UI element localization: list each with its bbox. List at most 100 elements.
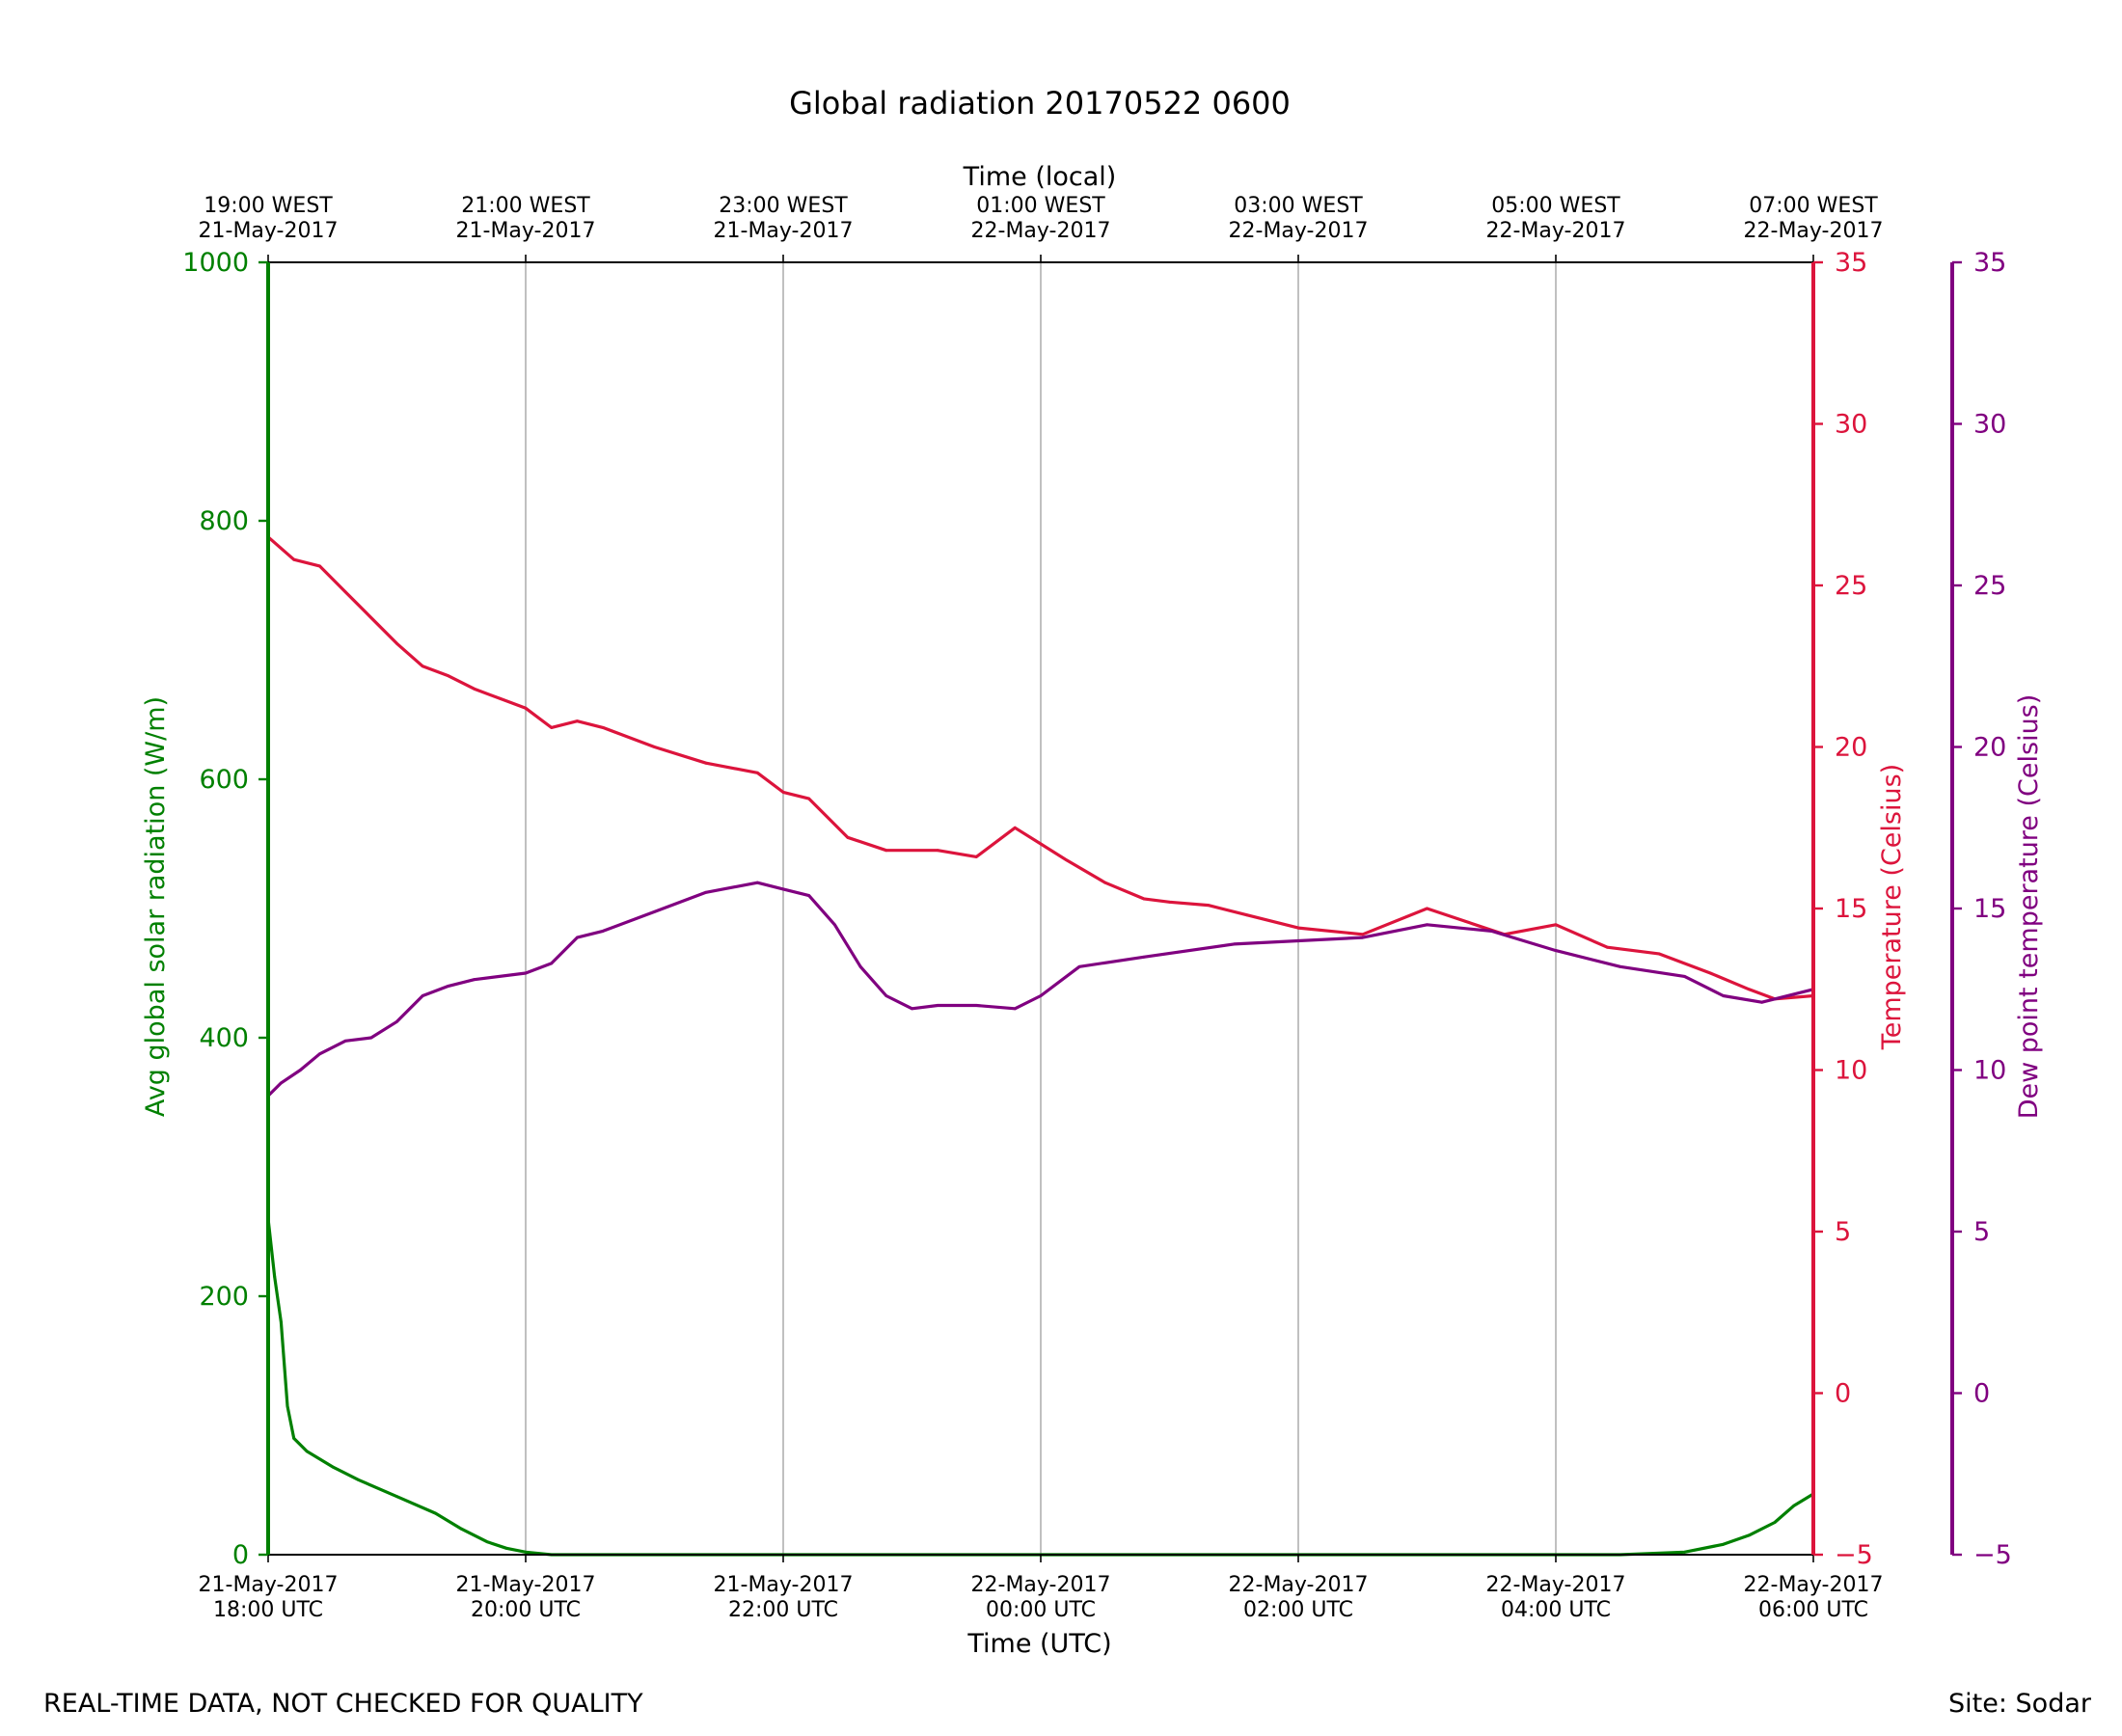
x-tick-label-top: 22-May-2017 <box>1229 219 1369 243</box>
data-point-dewpoint <box>576 936 579 939</box>
data-point-dewpoint <box>884 994 888 997</box>
data-point-temperature <box>1464 920 1467 923</box>
x-tick-label-top: 21-May-2017 <box>456 219 596 243</box>
data-point-dewpoint <box>280 1081 283 1085</box>
data-point-dewpoint <box>1722 994 1725 997</box>
data-point-dewpoint <box>755 881 759 884</box>
y-tick-label-temperature: 5 <box>1835 1217 1851 1247</box>
y-tick-label-temperature: 35 <box>1835 248 1867 278</box>
data-point-radiation <box>504 1546 508 1550</box>
data-point-temperature <box>1361 933 1365 936</box>
data-point-temperature <box>974 855 978 858</box>
data-point-dewpoint <box>833 923 836 927</box>
x-tick-label-top: 22-May-2017 <box>1744 219 1884 243</box>
y-tick-label-radiation: 800 <box>199 506 249 536</box>
data-point-dewpoint <box>1619 964 1622 968</box>
y-tick-label-radiation: 1000 <box>182 248 249 278</box>
data-point-dewpoint <box>369 1036 373 1040</box>
data-point-dewpoint <box>1142 955 1146 959</box>
x-tick-label-top: 22-May-2017 <box>1486 219 1626 243</box>
quality-disclaimer: REAL-TIME DATA, NOT CHECKED FOR QUALITY <box>43 1689 643 1719</box>
data-point-dewpoint <box>299 1069 302 1071</box>
data-point-temperature <box>550 726 554 729</box>
data-point-dewpoint <box>781 887 785 891</box>
data-point-dewpoint <box>318 1052 321 1056</box>
axes-group <box>266 261 1954 1556</box>
y-axis-dewpoint-label: Dew point temperature (Celsius) <box>2014 694 2044 1120</box>
y-tick-label-dewpoint: 5 <box>1973 1217 1990 1247</box>
y-tick-label-dewpoint: 25 <box>1973 571 2006 601</box>
y-tick-label-temperature: 15 <box>1835 894 1867 924</box>
data-point-temperature <box>1039 842 1043 846</box>
x-tick-label-top: 21-May-2017 <box>199 219 339 243</box>
x-tick-label-bottom: 22-May-2017 <box>971 1573 1111 1597</box>
data-point-radiation <box>1683 1550 1686 1554</box>
data-point-temperature <box>473 687 476 691</box>
data-point-dewpoint <box>1489 930 1493 933</box>
data-point-radiation <box>524 1550 528 1554</box>
data-point-temperature <box>292 557 296 561</box>
x-tick-label-bottom: 21-May-2017 <box>456 1573 596 1597</box>
data-point-radiation <box>395 1495 398 1499</box>
data-point-dewpoint <box>601 930 605 933</box>
data-point-temperature <box>704 761 708 765</box>
y-tick-label-dewpoint: 20 <box>1973 733 2006 763</box>
data-point-radiation <box>1773 1521 1777 1524</box>
data-point-temperature <box>1168 900 1171 904</box>
data-point-temperature <box>498 696 502 700</box>
data-point-temperature <box>755 771 759 774</box>
data-point-temperature <box>653 746 656 748</box>
chart-title: Global radiation 20170522 0600 <box>789 85 1291 122</box>
x-tick-label-top: 07:00 WEST <box>1749 194 1878 218</box>
data-point-dewpoint <box>421 994 424 997</box>
data-point-radiation <box>357 1478 360 1481</box>
y-tick-label-temperature: 10 <box>1835 1056 1867 1086</box>
data-point-dewpoint <box>858 964 862 968</box>
x-tick-label-bottom: 22-May-2017 <box>1486 1573 1626 1597</box>
data-point-dewpoint <box>1760 1000 1763 1004</box>
data-point-temperature <box>1296 926 1300 930</box>
y-tick-label-temperature: 20 <box>1835 733 1867 763</box>
y-tick-label-temperature: 25 <box>1835 571 1867 601</box>
data-point-dewpoint <box>1361 936 1365 939</box>
data-point-radiation <box>273 1275 277 1279</box>
x-tick-label-top: 21-May-2017 <box>714 219 854 243</box>
x-tick-label-top: 22-May-2017 <box>971 219 1111 243</box>
data-point-dewpoint <box>1554 949 1558 952</box>
data-point-temperature <box>1708 971 1712 975</box>
data-point-dewpoint <box>473 978 476 982</box>
data-point-temperature <box>1426 907 1428 910</box>
x-tick-label-bottom: 22:00 UTC <box>728 1598 838 1622</box>
data-point-dewpoint <box>1013 1007 1017 1011</box>
vertical-gridlines <box>525 262 1557 1555</box>
data-point-radiation <box>305 1450 309 1453</box>
data-point-dewpoint <box>704 890 708 894</box>
data-point-dewpoint <box>1077 964 1081 968</box>
data-point-radiation <box>1747 1533 1751 1537</box>
data-point-dewpoint <box>1426 923 1428 927</box>
data-point-temperature <box>421 665 424 668</box>
data-point-radiation <box>485 1540 489 1543</box>
series-line-temperature <box>266 535 1814 1001</box>
y-tick-label-temperature: −5 <box>1835 1540 1873 1570</box>
y-tick-label-radiation: 400 <box>199 1023 249 1053</box>
y-axis-radiation-label: Avg global solar radiation (W/m) <box>141 696 171 1117</box>
x-tick-label-bottom: 22-May-2017 <box>1229 1573 1369 1597</box>
data-point-dewpoint <box>911 1007 913 1011</box>
x-axis-bottom-label: Time (UTC) <box>966 1629 1111 1659</box>
data-point-radiation <box>331 1465 335 1469</box>
data-point-dewpoint <box>974 1004 978 1007</box>
data-point-dewpoint <box>524 971 528 975</box>
data-point-temperature <box>395 641 398 645</box>
x-axis-top-label: Time (local) <box>963 162 1117 192</box>
site-label: Site: Sodar <box>1948 1689 2092 1719</box>
y-tick-label-radiation: 0 <box>232 1540 249 1570</box>
data-point-temperature <box>1103 881 1107 884</box>
data-point-radiation <box>292 1437 296 1440</box>
data-point-temperature <box>1013 826 1017 829</box>
series-group <box>266 535 1815 1557</box>
x-tick-label-bottom: 18:00 UTC <box>213 1598 323 1622</box>
series-line-dewpoint <box>266 881 1814 1098</box>
